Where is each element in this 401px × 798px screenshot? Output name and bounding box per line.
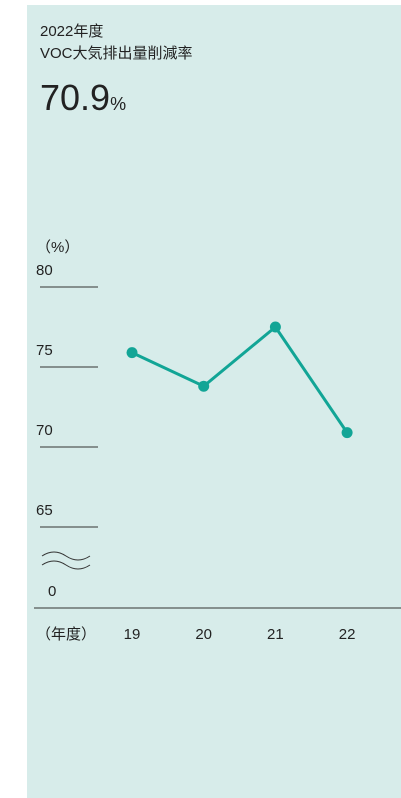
headline: 70.9% xyxy=(40,77,126,118)
x-tick-label: 20 xyxy=(195,626,212,643)
panel xyxy=(27,5,401,798)
headline-unit: % xyxy=(110,94,126,114)
y-tick-label: 70 xyxy=(36,422,53,439)
x-tick-label: 22 xyxy=(339,626,356,643)
x-axis-label: （年度） xyxy=(36,626,96,643)
point xyxy=(126,347,138,359)
chart-title: VOC大気排出量削減率 xyxy=(40,45,193,62)
axis-break xyxy=(41,551,91,570)
headline-value: 70.9 xyxy=(40,77,110,118)
line xyxy=(131,325,349,434)
x-tick-label: 19 xyxy=(124,626,141,643)
y-tick-label: 75 xyxy=(36,342,53,359)
subtitle: 2022年度 xyxy=(40,23,103,40)
point xyxy=(341,427,353,439)
y-tick-label: 80 xyxy=(36,262,53,279)
y-axis-label: （%） xyxy=(36,239,79,256)
y-tick-label: 65 xyxy=(36,502,53,519)
point xyxy=(198,380,210,392)
x-tick-label: 21 xyxy=(267,626,284,643)
y-tick-label: 0 xyxy=(48,583,56,600)
point xyxy=(269,321,281,333)
